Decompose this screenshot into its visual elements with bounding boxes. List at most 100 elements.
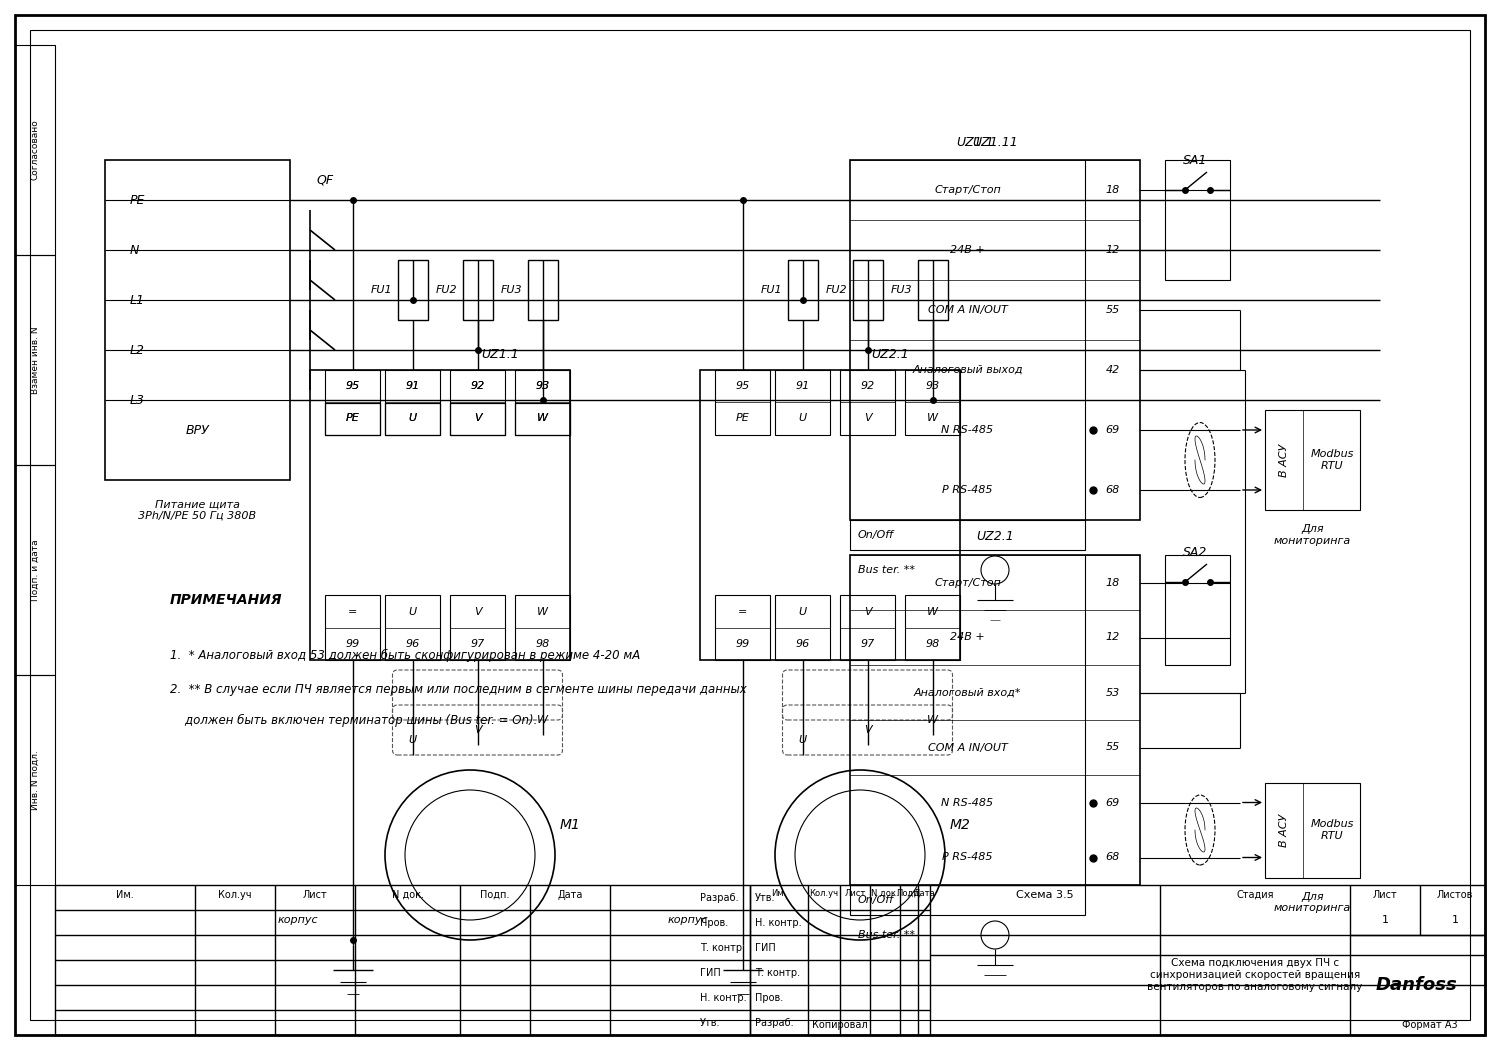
Text: V: V: [474, 413, 482, 423]
Text: Лист: Лист: [303, 890, 327, 900]
Text: U: U: [408, 413, 417, 423]
Text: Старт/Стоп: Старт/Стоп: [934, 578, 1000, 588]
Text: U: U: [798, 607, 807, 617]
Text: UZ1.1: UZ1.1: [482, 349, 519, 361]
Text: 97: 97: [471, 639, 484, 649]
Text: N док.: N док.: [392, 890, 423, 900]
Text: V: V: [474, 413, 482, 423]
Bar: [326, 403, 380, 435]
Text: Питание щита
3Ph/N/PE 50 Гц 380В: Питание щита 3Ph/N/PE 50 Гц 380В: [138, 499, 256, 521]
Text: FU3: FU3: [501, 285, 522, 295]
Bar: [776, 595, 830, 660]
Text: =: =: [738, 607, 747, 617]
Text: 99: 99: [345, 639, 360, 649]
Text: ВРУ: ВРУ: [186, 423, 210, 437]
Text: 24В +: 24В +: [950, 632, 986, 643]
Text: 91: 91: [405, 381, 420, 391]
Text: 92: 92: [861, 381, 874, 391]
Text: 92: 92: [471, 381, 484, 391]
Text: Кол.уч: Кол.уч: [810, 888, 838, 898]
Text: Подп.: Подп.: [480, 890, 510, 900]
Bar: [326, 403, 380, 435]
Bar: [386, 595, 439, 660]
Text: Аналоговый вход*: Аналоговый вход*: [914, 688, 1022, 697]
Bar: [105, 160, 290, 480]
Text: 91: 91: [795, 381, 810, 391]
Bar: [450, 403, 506, 435]
Text: L1: L1: [130, 294, 146, 307]
Text: корпус: корпус: [278, 915, 318, 925]
Text: Подп.: Подп.: [897, 888, 921, 898]
Text: SA1: SA1: [1184, 153, 1208, 167]
Text: V: V: [864, 607, 871, 617]
Text: 95: 95: [345, 381, 360, 391]
Bar: [514, 370, 570, 435]
Text: 95: 95: [345, 381, 360, 391]
Text: FU1: FU1: [760, 285, 783, 295]
Text: Им.: Им.: [771, 888, 786, 898]
Bar: [326, 370, 380, 435]
Text: P RS-485: P RS-485: [942, 485, 993, 495]
Text: Подп. и дата: Подп. и дата: [30, 540, 39, 601]
Bar: [15, 675, 55, 885]
Bar: [840, 595, 896, 660]
Bar: [450, 370, 506, 435]
Text: корпус: корпус: [668, 915, 708, 925]
Text: Стадия: Стадия: [1236, 890, 1274, 900]
Text: U: U: [408, 735, 417, 746]
Text: Им.: Им.: [116, 890, 134, 900]
Bar: [850, 555, 1140, 885]
Text: UZ1.1: UZ1.1: [956, 135, 994, 148]
Text: P RS-485: P RS-485: [942, 853, 993, 862]
Text: W: W: [537, 413, 548, 423]
Bar: [326, 595, 380, 660]
Bar: [904, 370, 960, 435]
Text: ГИП: ГИП: [700, 968, 720, 978]
Text: ПРИМЕЧАНИЯ: ПРИМЕЧАНИЯ: [170, 593, 282, 607]
Text: Схема подключения двух ПЧ с
синхронизацией скоростей вращения
вентиляторов по ан: Схема подключения двух ПЧ с синхронизаци…: [1148, 959, 1362, 991]
Text: 24В +: 24В +: [950, 245, 986, 255]
Text: Для
мониторинга: Для мониторинга: [1274, 891, 1352, 914]
Text: ГИП: ГИП: [754, 943, 776, 953]
Bar: [398, 260, 427, 320]
Bar: [462, 260, 492, 320]
Text: Инв. N подл.: Инв. N подл.: [30, 750, 39, 810]
Bar: [310, 370, 570, 660]
Text: Разраб.: Разраб.: [754, 1018, 794, 1028]
Text: 96: 96: [405, 639, 420, 649]
Text: V: V: [864, 724, 871, 735]
Text: должен быть включен терминатор шины (Bus ter. = On).: должен быть включен терминатор шины (Bus…: [170, 713, 537, 727]
Text: Для
мониторинга: Для мониторинга: [1274, 524, 1352, 546]
Text: Формат А3: Формат А3: [1402, 1020, 1458, 1030]
Bar: [716, 595, 770, 660]
Bar: [850, 520, 1084, 550]
Text: V: V: [864, 413, 871, 423]
Text: FU2: FU2: [827, 285, 848, 295]
Text: 18: 18: [1106, 185, 1119, 195]
Text: Аналоговый выход: Аналоговый выход: [912, 365, 1023, 375]
Text: Danfoss: Danfoss: [1376, 976, 1458, 994]
Text: Утв.: Утв.: [754, 892, 776, 903]
Bar: [1166, 555, 1230, 665]
Text: 55: 55: [1106, 742, 1119, 753]
Text: 68: 68: [1106, 485, 1119, 495]
Text: 92: 92: [471, 381, 484, 391]
Text: On/Off: On/Off: [858, 895, 894, 905]
Text: В АСУ: В АСУ: [1280, 814, 1288, 846]
Text: 1: 1: [1452, 915, 1458, 925]
Text: FU1: FU1: [370, 285, 393, 295]
Text: Modbus
RTU: Modbus RTU: [1311, 449, 1353, 470]
Text: 18: 18: [1106, 578, 1119, 588]
Text: U: U: [798, 735, 807, 746]
Text: UZ2.1: UZ2.1: [976, 530, 1014, 544]
Text: U: U: [408, 607, 417, 617]
Text: N RS-485: N RS-485: [942, 425, 993, 435]
Bar: [514, 403, 570, 435]
Text: =: =: [348, 607, 357, 617]
Text: Т. контр.: Т. контр.: [700, 943, 746, 953]
Text: On/Off: On/Off: [858, 530, 894, 540]
Bar: [15, 45, 55, 255]
Text: U: U: [798, 413, 807, 423]
Bar: [386, 370, 439, 435]
Text: 93: 93: [536, 381, 549, 391]
